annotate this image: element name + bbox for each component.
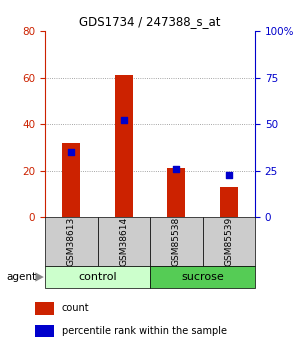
Bar <box>150 217 202 266</box>
Bar <box>35 302 54 315</box>
Bar <box>115 75 133 217</box>
Text: percentile rank within the sample: percentile rank within the sample <box>62 326 227 336</box>
Bar <box>35 325 54 337</box>
Point <box>122 118 126 123</box>
Bar <box>150 266 255 288</box>
Point <box>174 166 179 172</box>
Bar <box>167 168 185 217</box>
Text: count: count <box>62 303 89 313</box>
Polygon shape <box>35 273 44 282</box>
Text: GSM38614: GSM38614 <box>119 217 128 266</box>
Text: agent: agent <box>6 272 36 282</box>
Bar <box>98 217 150 266</box>
Text: GDS1734 / 247388_s_at: GDS1734 / 247388_s_at <box>79 16 221 29</box>
Bar <box>202 217 255 266</box>
Text: control: control <box>78 272 117 282</box>
Bar <box>62 143 80 217</box>
Bar <box>220 187 238 217</box>
Point <box>69 149 74 155</box>
Text: GSM85539: GSM85539 <box>224 217 233 266</box>
Point <box>226 172 231 177</box>
Text: GSM38613: GSM38613 <box>67 217 76 266</box>
Text: sucrose: sucrose <box>181 272 224 282</box>
Bar <box>45 266 150 288</box>
Bar <box>45 217 98 266</box>
Text: GSM85538: GSM85538 <box>172 217 181 266</box>
